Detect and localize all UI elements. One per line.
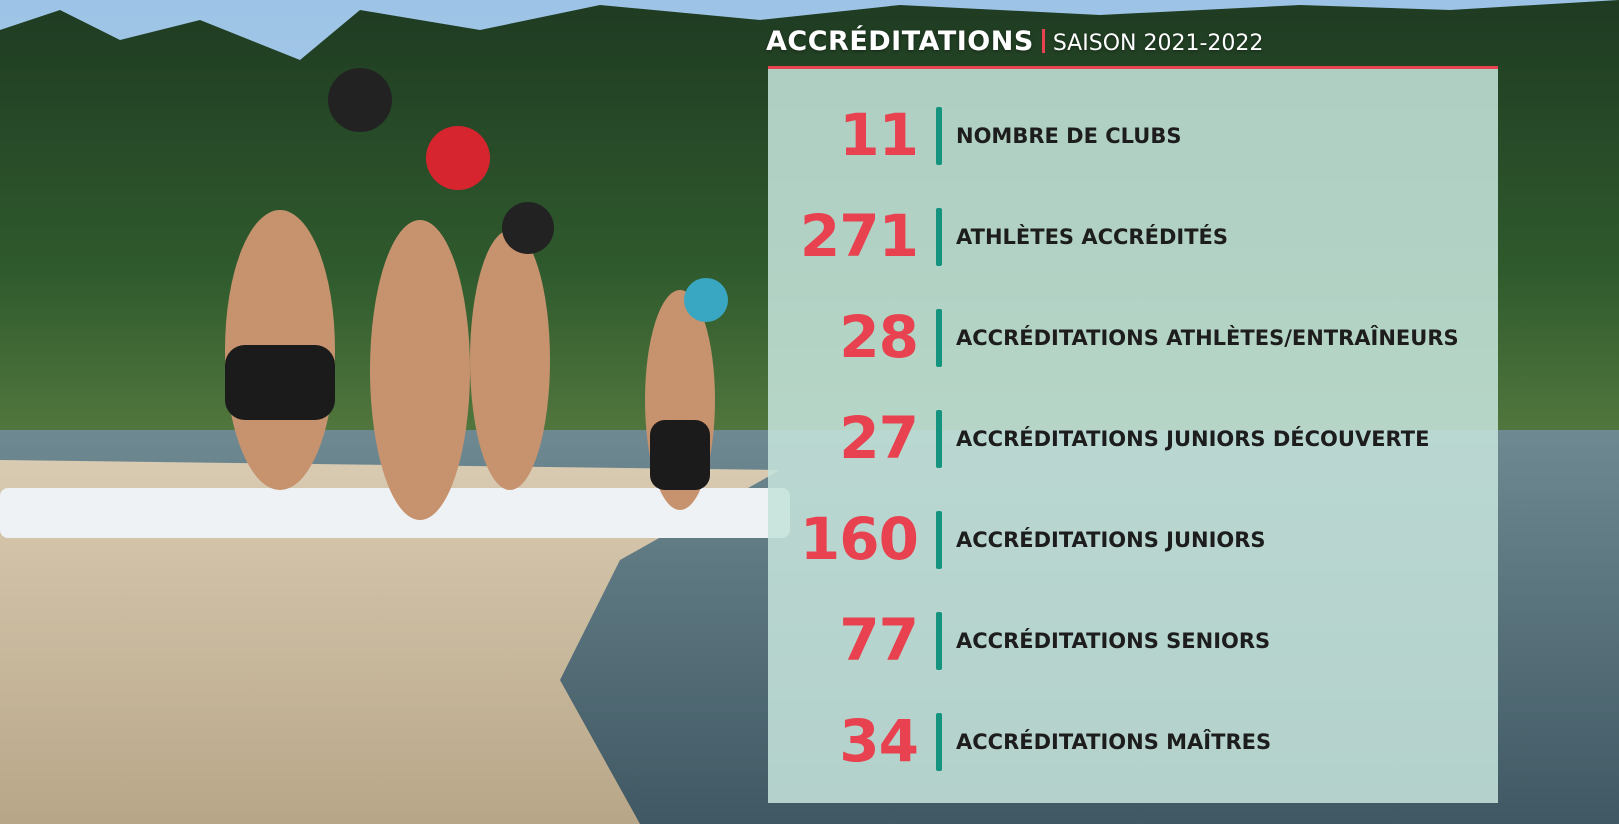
stat-row: 27 ACCRÉDITATIONS JUNIORS DÉCOUVERTE [768,408,1498,468]
stat-label: ACCRÉDITATIONS SENIORS [956,610,1270,672]
title-text: ACCRÉDITATIONS [766,26,1034,57]
title-separator [1042,29,1045,53]
stat-row: 28 ACCRÉDITATIONS ATHLÈTES/ENTRAÎNEURS [768,307,1498,367]
stat-label: ACCRÉDITATIONS MAÎTRES [956,711,1271,773]
stat-divider [936,410,942,468]
stat-number: 34 [839,711,918,771]
stat-row: 77 ACCRÉDITATIONS SENIORS [768,610,1498,670]
stat-number: 27 [839,408,918,468]
stat-divider [936,713,942,771]
stat-label: NOMBRE DE CLUBS [956,105,1181,167]
stat-row: 34 ACCRÉDITATIONS MAÎTRES [768,711,1498,771]
stat-number: 77 [839,610,918,670]
stat-number: 28 [839,307,918,367]
stat-row: 160 ACCRÉDITATIONS JUNIORS [768,509,1498,569]
stat-divider [936,612,942,670]
stat-row: 11 NOMBRE DE CLUBS [768,105,1498,165]
title: ACCRÉDITATIONS SAISON 2021-2022 [766,26,1263,57]
subtitle: SAISON 2021-2022 [1053,31,1264,56]
stat-divider [936,511,942,569]
stat-label: ACCRÉDITATIONS ATHLÈTES/ENTRAÎNEURS [956,307,1459,369]
stat-divider [936,107,942,165]
stat-row: 271 ATHLÈTES ACCRÉDITÉS [768,206,1498,266]
stat-divider [936,309,942,367]
stat-number: 160 [800,509,918,569]
stat-number: 11 [839,105,918,165]
stat-divider [936,208,942,266]
stat-number: 271 [800,206,918,266]
page: ACCRÉDITATIONS SAISON 2021-2022 11 NOMBRE … [0,0,1619,824]
stat-label: ACCRÉDITATIONS JUNIORS [956,509,1266,571]
stat-label: ATHLÈTES ACCRÉDITÉS [956,206,1228,268]
stat-label: ACCRÉDITATIONS JUNIORS DÉCOUVERTE [956,408,1429,470]
